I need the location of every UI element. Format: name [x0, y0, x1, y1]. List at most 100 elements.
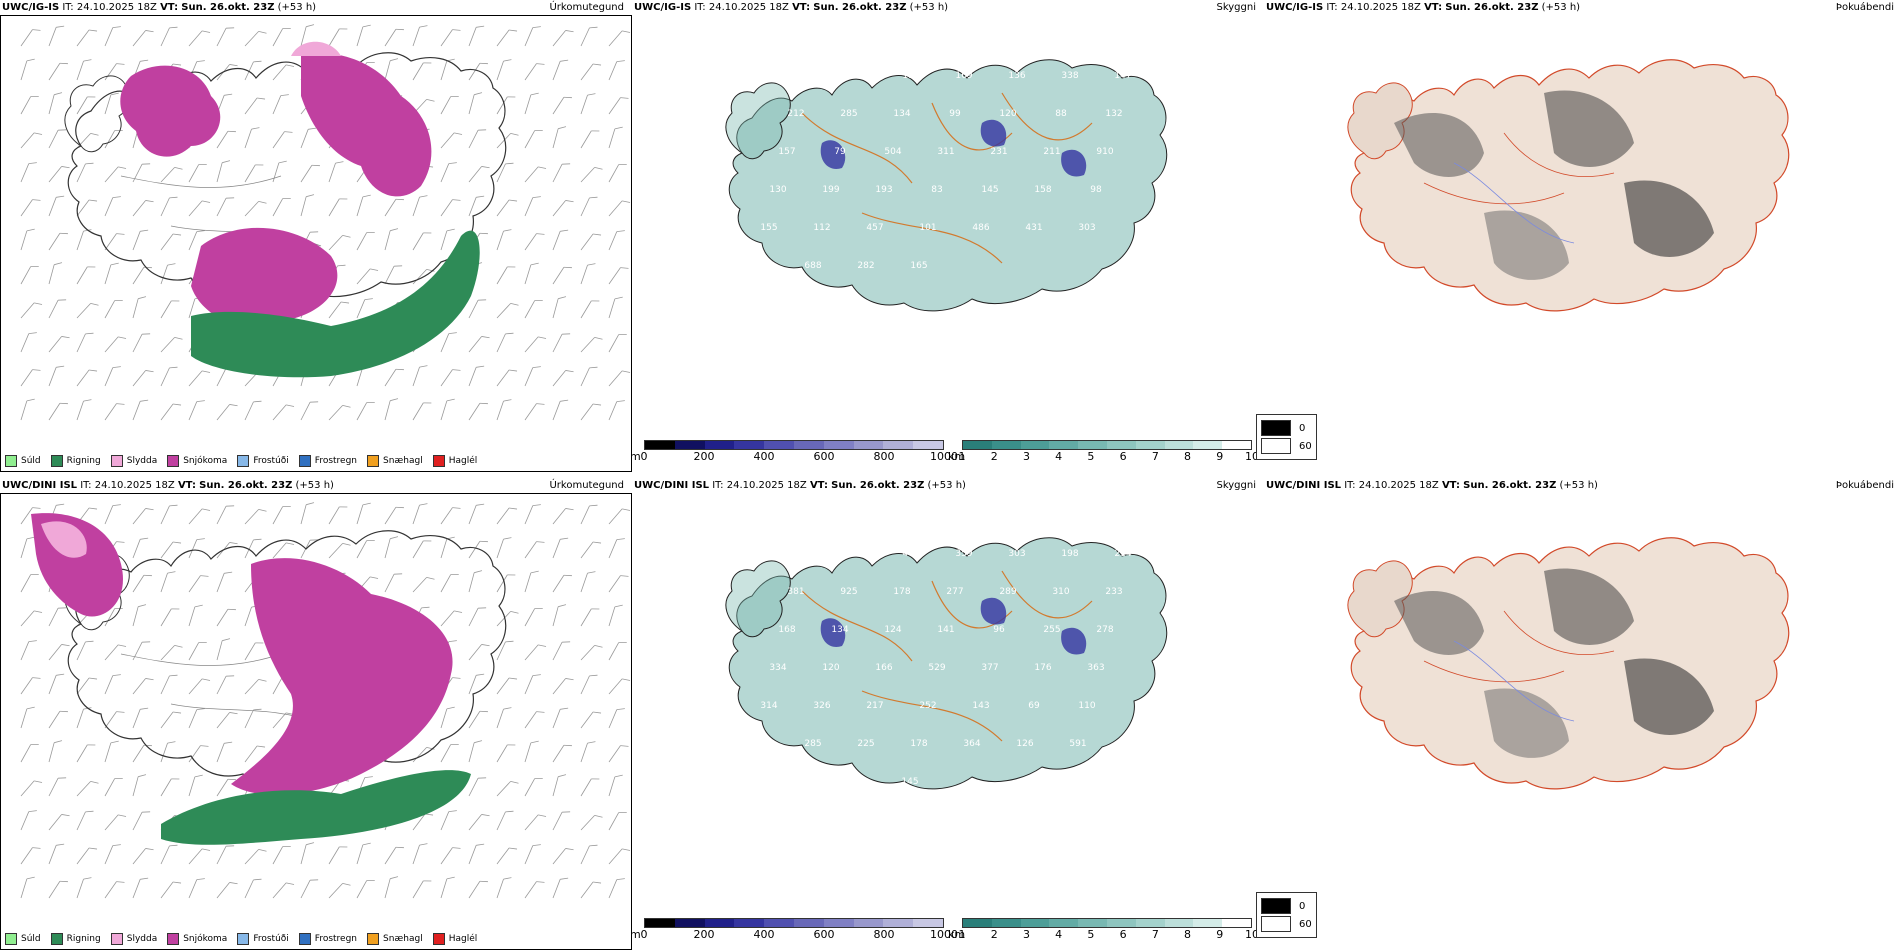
precip-panel: Súld Rigning Slydda Snjókoma Frostúði Frostre… [0, 15, 632, 472]
legend-item: Frostúði [237, 933, 289, 945]
legend-label: Slydda [126, 934, 158, 944]
height-label: 338 [1061, 71, 1078, 81]
legend-item: Rigning [50, 455, 101, 467]
height-label: 457 [866, 223, 883, 233]
valid-time: Sun. 26.okt. 23Z [1463, 480, 1557, 491]
height-label: 130 [769, 185, 786, 195]
fog-legend-swatch [1261, 438, 1291, 454]
colorbar-swatch [913, 919, 943, 927]
legend-swatch [5, 933, 17, 945]
legend-item: Súld [5, 933, 41, 945]
colorbar-swatch [1049, 919, 1079, 927]
colorbar-swatch [963, 919, 992, 927]
height-label: 101 [919, 223, 936, 233]
fog-legend: 0 60 [1256, 414, 1317, 460]
height-label: 326 [813, 701, 830, 711]
legend-label: Súld [21, 934, 41, 944]
legend-swatch [50, 455, 63, 467]
height-label: 255 [1043, 625, 1060, 635]
height-label: 363 [1087, 663, 1104, 673]
km_bar-colorbar: km 1 2 3 4 5 6 7 8 9 10 [948, 440, 1259, 464]
height-label: 79 [834, 147, 846, 157]
fog-legend-label: 60 [1299, 918, 1312, 930]
model-name: UWC/IG-IS [2, 2, 60, 13]
height-label: 69 [1028, 701, 1040, 711]
height-label: 354 [743, 549, 760, 559]
precip-map [1, 494, 631, 949]
legend-label: Frostregn [314, 934, 358, 944]
height-label: 303 [1008, 549, 1025, 559]
colorbar-tick: 1 [958, 928, 966, 941]
lead-time: (+53 h) [927, 480, 966, 491]
colorbar-swatch [1106, 919, 1136, 927]
legend-item: Snæhagl [367, 933, 423, 945]
height-label: 341 [796, 71, 813, 81]
height-label: 157 [778, 147, 795, 157]
height-label: 136 [1008, 71, 1025, 81]
colorbar-swatch [883, 441, 914, 449]
model-name: UWC/IG-IS [634, 2, 692, 13]
colorbar-swatch [1049, 441, 1079, 449]
colorbar-swatch [1193, 919, 1223, 927]
colorbar-tick: 8 [1184, 450, 1192, 463]
colorbar-swatch [823, 441, 854, 449]
legend-item: Frostúði [237, 455, 289, 467]
legend-swatch [237, 933, 250, 945]
height-label: 120 [999, 109, 1016, 119]
legend-swatch [367, 933, 380, 945]
height-label: 132 [1105, 109, 1122, 119]
height-label: 282 [857, 261, 874, 271]
height-label: 113 [902, 71, 919, 81]
lead-time: (+53 h) [277, 2, 317, 13]
legend-item: Súld [5, 455, 41, 467]
legend-swatch [432, 933, 445, 945]
fog-legend-label: 60 [1299, 440, 1312, 452]
height-label: 285 [840, 109, 857, 119]
colorbar-swatch [853, 441, 884, 449]
valid-time: Sun. 26.okt. 23Z [181, 2, 275, 13]
fog-legend: 0 60 [1256, 892, 1317, 938]
height-label: 178 [893, 587, 910, 597]
colorbar-tick: 9 [1216, 450, 1224, 463]
model-name: UWC/IG-IS [1266, 2, 1324, 13]
colorbar-tick: 1 [958, 450, 966, 463]
colorbar-tick: 3 [1022, 928, 1030, 941]
colorbar-tick: 4 [1055, 450, 1063, 463]
legend-label: Rigning [66, 456, 101, 466]
init-time: IT: 24.10.2025 18Z [62, 2, 157, 13]
valid-time-label: VT: [809, 480, 828, 491]
precip-legend: Súld Rigning Slydda Snjókoma Frostúði Frostre… [5, 455, 477, 467]
legend-item: Haglél [432, 933, 477, 945]
valid-time: Sun. 26.okt. 23Z [199, 480, 293, 491]
colorbar-swatch [1164, 919, 1194, 927]
colorbar-swatch [883, 919, 914, 927]
height-label: 147 [1114, 71, 1131, 81]
height-label: 309 [849, 71, 866, 81]
height-label: 359 [955, 549, 972, 559]
valid-time-label: VT: [177, 480, 196, 491]
colorbar-swatch [1078, 441, 1107, 449]
legend-item: Frostregn [298, 933, 358, 945]
colorbar-tick: 200 [693, 928, 715, 941]
precip-legend: Súld Rigning Slydda Snjókoma Frostúði Frostre… [5, 933, 477, 945]
colorbar-tick: 9 [1216, 928, 1224, 941]
height-label: 88 [1055, 109, 1067, 119]
height-label: 431 [1025, 223, 1042, 233]
legend-item: Slydda [110, 933, 158, 945]
height-label: 310 [1052, 587, 1069, 597]
panel-header: UWC/IG-IS IT: 24.10.2025 18Z VT: Sun. 26… [1266, 2, 1580, 13]
legend-swatch [298, 933, 311, 945]
height-label: 134 [893, 109, 910, 119]
colorbar-tick: 5 [1087, 450, 1095, 463]
height-label: 314 [760, 701, 777, 711]
fog-legend-row: 0 [1261, 897, 1312, 915]
height-label: 377 [981, 663, 998, 673]
height-label: 198 [1061, 549, 1078, 559]
colorbar-swatch [1106, 441, 1136, 449]
height-label: 231 [990, 147, 1007, 157]
legend-label: Snæhagl [383, 456, 423, 466]
height-label: 193 [875, 185, 892, 195]
init-time: IT: 24.10.2025 18Z [712, 480, 807, 491]
height-label: 211 [1043, 147, 1060, 157]
colorbar-swatch [704, 919, 735, 927]
